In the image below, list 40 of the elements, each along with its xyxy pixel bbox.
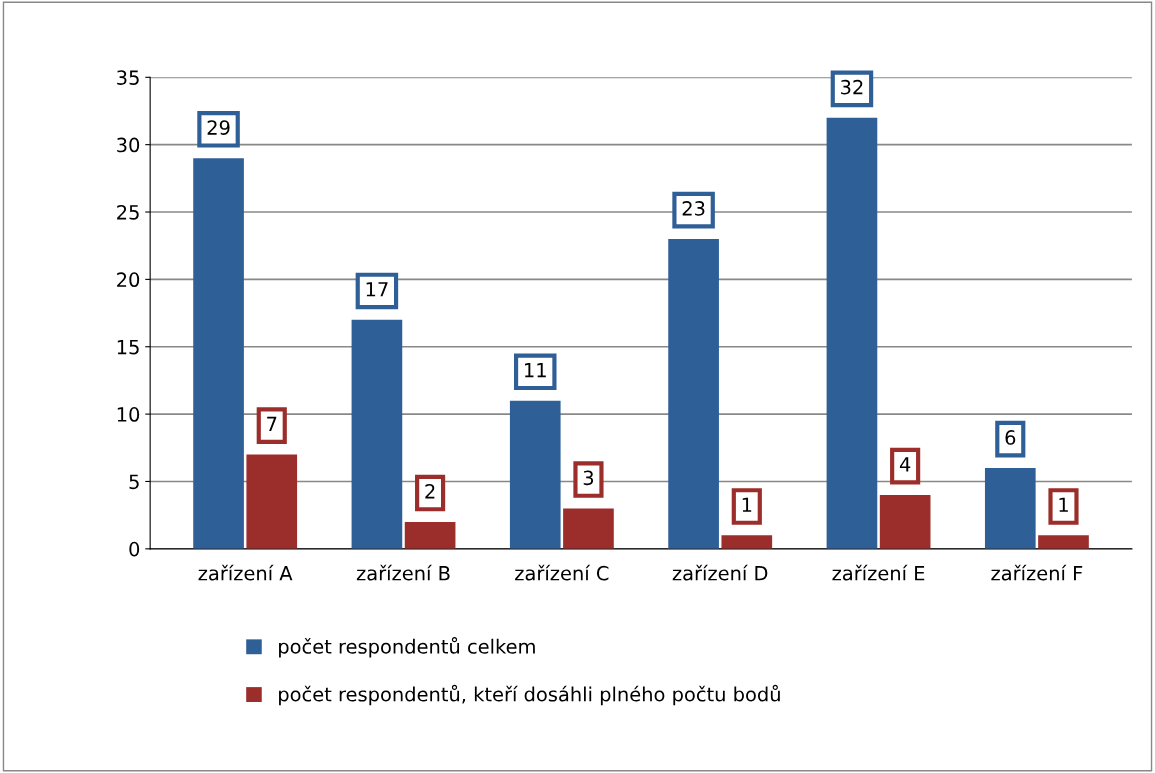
bar: [826, 117, 878, 549]
y-tick-label: 35: [117, 70, 139, 85]
data-label: 29: [207, 120, 230, 135]
y-tick-label: 25: [117, 204, 139, 220]
x-tick-label: zařízení F: [991, 564, 1083, 581]
bar: [563, 508, 614, 549]
data-label: 4: [899, 457, 911, 472]
x-tick-label: zařízení C: [515, 564, 609, 581]
x-tick-label: zařízení A: [198, 564, 293, 581]
y-tick-label: 10: [117, 407, 140, 422]
bar: [404, 521, 456, 549]
bar: [351, 319, 403, 549]
y-tick-label: 0: [129, 541, 140, 557]
x-tick-label: zařízení D: [672, 564, 768, 581]
bar: [984, 468, 1036, 549]
y-tick-label: 20: [117, 272, 140, 288]
bar: [1038, 535, 1089, 549]
data-label: 1: [742, 497, 752, 512]
bar: [721, 535, 773, 549]
legend-label: počet respondentů celkem: [279, 637, 535, 658]
x-tick-label: zařízení E: [832, 564, 925, 581]
data-label: 11: [525, 362, 546, 378]
bar: [193, 158, 244, 549]
data-label: 32: [841, 79, 863, 95]
y-tick-label: 15: [117, 339, 139, 355]
data-label: 7: [267, 416, 277, 432]
bar: [668, 238, 719, 549]
bar: [246, 454, 298, 549]
bar: [509, 400, 561, 549]
data-label: 17: [366, 282, 388, 297]
y-tick-label: 30: [117, 137, 140, 153]
bar: [879, 494, 931, 549]
data-label: 1: [1059, 497, 1068, 512]
data-label: 2: [425, 483, 435, 499]
legend-label: počet respondentů, kteří dosáhli plného počtu bodů: [279, 684, 780, 706]
y-tick-label: 5: [129, 474, 139, 490]
data-label: 6: [1005, 430, 1016, 445]
x-tick-label: zařízení B: [356, 564, 450, 581]
data-label: 3: [583, 470, 594, 486]
data-label: 23: [682, 201, 705, 216]
